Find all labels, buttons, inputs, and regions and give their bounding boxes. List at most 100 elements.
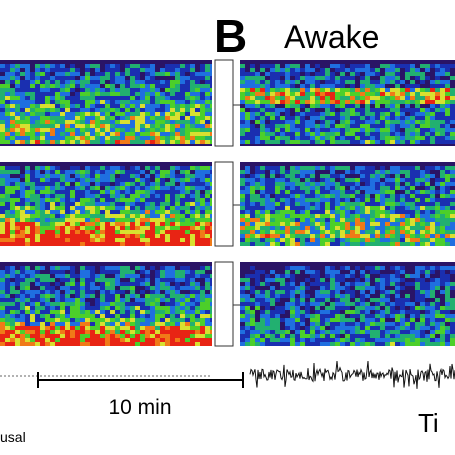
spectrogram-cell <box>55 338 60 342</box>
spectrogram-cell <box>25 84 30 88</box>
spectrogram-cell <box>175 218 180 222</box>
spectrogram-cell <box>145 294 150 298</box>
spectrogram-cell <box>55 206 60 210</box>
spectrogram-cell <box>265 166 270 170</box>
spectrogram-cell <box>430 290 435 294</box>
spectrogram-cell <box>25 166 30 170</box>
spectrogram-cell <box>40 266 45 270</box>
spectrogram-cell <box>195 318 200 322</box>
spectrogram-cell <box>345 128 350 132</box>
spectrogram-cell <box>295 120 300 124</box>
spectrogram-cell <box>160 226 165 230</box>
spectrogram-cell <box>190 310 195 314</box>
spectrogram-cell <box>445 68 450 72</box>
spectrogram-cell <box>125 116 130 120</box>
spectrogram-cell <box>50 186 55 190</box>
spectrogram-cell <box>450 104 455 108</box>
spectrogram-cell <box>250 274 255 278</box>
spectrogram-cell <box>400 214 405 218</box>
spectrogram-cell <box>345 182 350 186</box>
spectrogram-cell <box>400 218 405 222</box>
spectrogram-cell <box>285 230 290 234</box>
spectrogram-cell <box>335 298 340 302</box>
spectrogram-cell <box>60 72 65 76</box>
spectrogram-cell <box>170 124 175 128</box>
spectrogram-cell <box>335 306 340 310</box>
spectrogram-cell <box>175 238 180 242</box>
spectrogram-cell <box>70 104 75 108</box>
spectrogram-cell <box>420 108 425 112</box>
spectrogram-cell <box>50 198 55 202</box>
spectrogram-cell <box>440 64 445 68</box>
spectrogram-cell <box>135 278 140 282</box>
spectrogram-cell <box>355 226 360 230</box>
spectrogram-cell <box>250 112 255 116</box>
spectrogram-cell <box>135 210 140 214</box>
spectrogram-cell <box>305 174 310 178</box>
spectrogram-cell <box>405 214 410 218</box>
spectrogram-cell <box>300 206 305 210</box>
spectrogram-cell <box>145 278 150 282</box>
spectrogram-cell <box>345 112 350 116</box>
spectrogram-cell <box>425 178 430 182</box>
spectrogram-cell <box>375 96 380 100</box>
spectrogram-cell <box>385 274 390 278</box>
spectrogram-cell <box>100 214 105 218</box>
spectrogram-cell <box>435 282 440 286</box>
spectrogram-cell <box>125 170 130 174</box>
spectrogram-cell <box>350 206 355 210</box>
spectrogram-cell <box>390 310 395 314</box>
spectrogram-cell <box>25 338 30 342</box>
spectrogram-cell <box>5 238 10 242</box>
spectrogram-cell <box>445 198 450 202</box>
spectrogram-cell <box>65 112 70 116</box>
spectrogram-cell <box>410 342 415 346</box>
spectrogram-cell <box>115 326 120 330</box>
spectrogram-cell <box>370 182 375 186</box>
spectrogram-cell <box>415 178 420 182</box>
spectrogram-cell <box>80 326 85 330</box>
spectrogram-cell <box>375 84 380 88</box>
spectrogram-cell <box>300 302 305 306</box>
spectrogram-cell <box>25 310 30 314</box>
spectrogram-cell <box>390 242 395 246</box>
spectrogram-cell <box>65 342 70 346</box>
spectrogram-cell <box>335 64 340 68</box>
spectrogram-cell <box>180 330 185 334</box>
spectrogram-cell <box>440 314 445 318</box>
spectrogram-cell <box>375 342 380 346</box>
spectrogram-cell <box>155 116 160 120</box>
spectrogram-cell <box>250 330 255 334</box>
spectrogram-cell <box>335 294 340 298</box>
spectrogram-cell <box>115 226 120 230</box>
spectrogram-cell <box>35 166 40 170</box>
spectrogram-cell <box>115 186 120 190</box>
spectrogram-cell <box>255 282 260 286</box>
spectrogram-cell <box>140 234 145 238</box>
spectrogram-cell <box>375 334 380 338</box>
spectrogram-cell <box>415 266 420 270</box>
spectrogram-cell <box>265 132 270 136</box>
spectrogram-cell <box>70 286 75 290</box>
spectrogram-cell <box>45 88 50 92</box>
spectrogram-cell <box>55 218 60 222</box>
spectrogram-cell <box>315 342 320 346</box>
spectrogram-cell <box>245 116 250 120</box>
spectrogram-cell <box>275 136 280 140</box>
spectrogram-cell <box>175 174 180 178</box>
spectrogram-cell <box>370 230 375 234</box>
spectrogram-cell <box>90 234 95 238</box>
spectrogram-cell <box>60 120 65 124</box>
spectrogram-cell <box>300 222 305 226</box>
spectrogram-cell <box>285 72 290 76</box>
spectrogram-cell <box>325 116 330 120</box>
spectrogram-cell <box>405 136 410 140</box>
spectrogram-cell <box>355 306 360 310</box>
spectrogram-cell <box>60 116 65 120</box>
spectrogram-cell <box>410 226 415 230</box>
spectrogram-cell <box>410 64 415 68</box>
spectrogram-cell <box>70 318 75 322</box>
spectrogram-cell <box>95 238 100 242</box>
spectrogram-cell <box>175 342 180 346</box>
spectrogram-cell <box>445 218 450 222</box>
